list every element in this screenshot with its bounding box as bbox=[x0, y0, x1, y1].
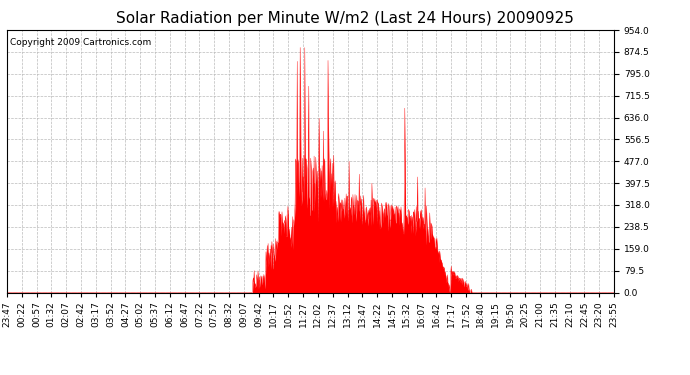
Text: Solar Radiation per Minute W/m2 (Last 24 Hours) 20090925: Solar Radiation per Minute W/m2 (Last 24… bbox=[116, 11, 574, 26]
Text: Copyright 2009 Cartronics.com: Copyright 2009 Cartronics.com bbox=[10, 38, 151, 47]
